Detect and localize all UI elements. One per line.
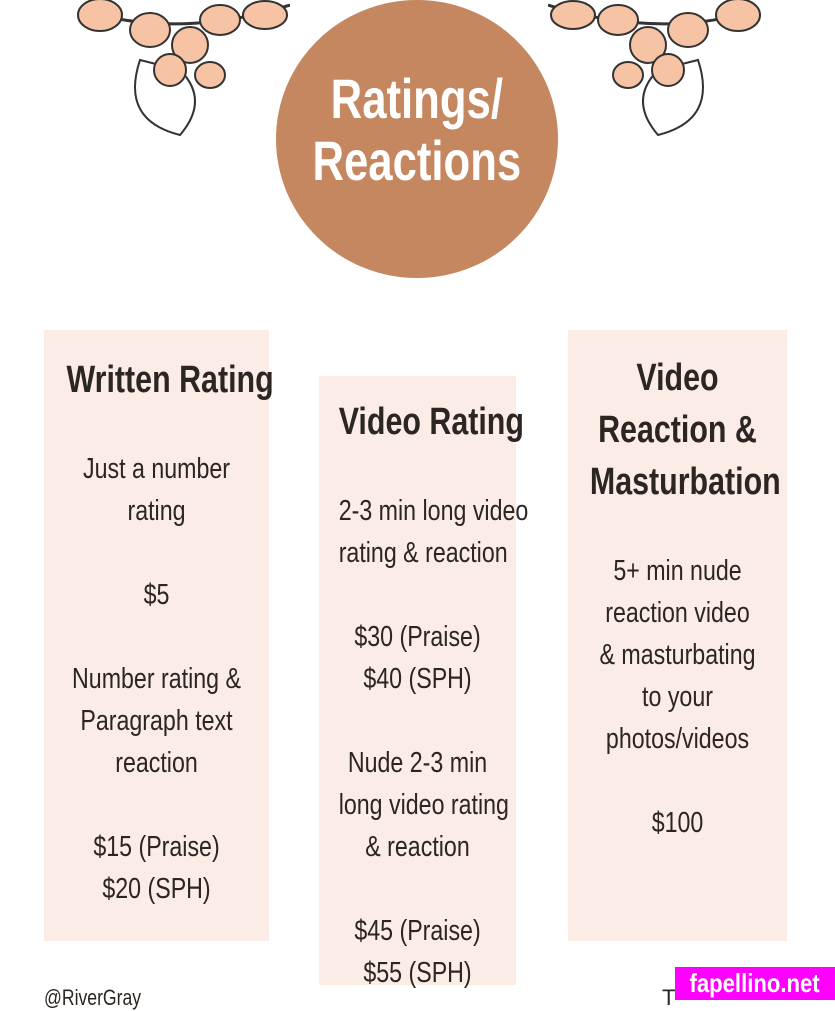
watermark-text: fapellino.net	[689, 968, 821, 998]
spacer	[319, 448, 516, 490]
title-line: Ratings/	[330, 67, 504, 130]
footer-right-text: T	[662, 985, 676, 1010]
panel-text: Number rating &	[72, 663, 241, 695]
creator-handle: @RiverGray	[44, 985, 142, 1010]
panel-text: Paragraph text	[80, 705, 233, 737]
spacer	[44, 784, 269, 826]
spacer	[568, 760, 787, 802]
panel-text: long video rating	[338, 789, 509, 821]
panel-text: & reaction	[365, 831, 470, 863]
panel-text: rating & reaction	[338, 537, 508, 569]
spacer	[568, 508, 787, 550]
spacer	[319, 868, 516, 910]
flower-decoration-left	[77, 0, 290, 137]
panel-text: $20 (SPH)	[102, 873, 211, 905]
panel-heading: Reaction &	[598, 409, 757, 451]
panel-text: & masturbating	[599, 639, 756, 671]
panel-text: $30 (Praise)	[354, 621, 481, 653]
spacer	[44, 406, 269, 448]
page-title: Ratings/ Reactions	[313, 68, 522, 192]
panel-text: $100	[651, 807, 704, 839]
panel-text: Nude 2-3 min	[347, 747, 488, 779]
panel-written-rating: Written Rating Just a number rating $5 Numbe…	[44, 330, 274, 941]
panel-text: $40 (SPH)	[363, 663, 472, 695]
spacer	[44, 616, 269, 658]
title-circle: Ratings/ Reactions	[276, 0, 558, 278]
panel-text: $5	[143, 579, 170, 611]
panel-text: 5+ min nude	[613, 555, 742, 587]
spacer	[319, 574, 516, 616]
panel-text: $45 (Praise)	[354, 915, 481, 947]
title-line: Reactions	[312, 129, 522, 192]
watermark: fapellino.net	[675, 967, 835, 1000]
panel-text: to your	[642, 681, 713, 713]
panel-text: 2-3 min long video	[338, 495, 529, 527]
spacer	[319, 700, 516, 742]
panel-text: photos/videos	[605, 723, 750, 755]
spacer	[44, 532, 269, 574]
panel-heading: Masturbation	[589, 461, 781, 503]
panel-text: rating	[127, 495, 186, 527]
panel-text: $55 (SPH)	[363, 957, 472, 989]
panel-text: reaction	[115, 747, 198, 779]
panel-video-rating: Video Rating 2-3 min long video rating & r…	[319, 376, 529, 989]
flower-decoration-right	[548, 0, 761, 137]
panel-heading: Video	[636, 357, 719, 399]
panel-video-reaction: Video Reaction & Masturbation 5+ min nude re…	[568, 330, 787, 941]
panel-heading: Written Rating	[66, 359, 274, 401]
panel-text: $15 (Praise)	[93, 831, 220, 863]
panel-text: Just a number	[82, 453, 230, 485]
panel-text: reaction video	[605, 597, 750, 629]
panel-heading: Video Rating	[338, 401, 524, 443]
